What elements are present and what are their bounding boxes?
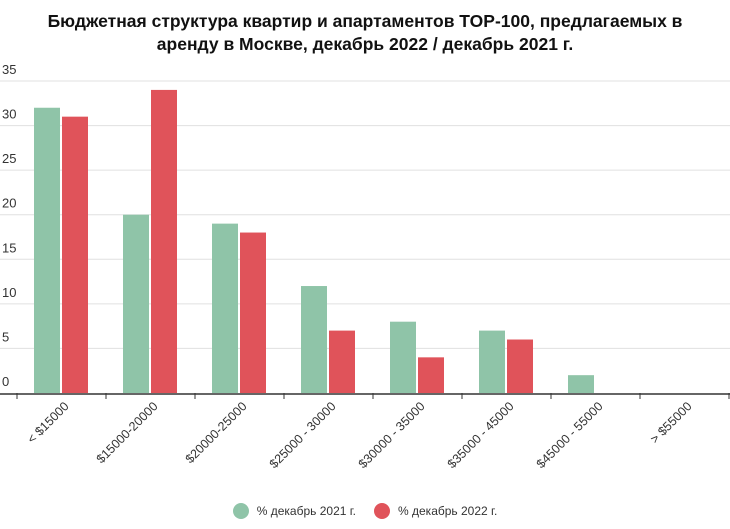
x-tick-label: $35000 - 45000 bbox=[445, 399, 517, 471]
bar-2021 bbox=[34, 107, 60, 393]
bar-2021 bbox=[301, 286, 327, 393]
bar-2022 bbox=[418, 357, 444, 393]
legend-label: % декабрь 2021 г. bbox=[256, 504, 356, 518]
y-tick-label: 15 bbox=[2, 240, 16, 255]
y-tick-label: 25 bbox=[2, 151, 16, 166]
bar-2022 bbox=[329, 330, 355, 393]
x-tick-label: $30000 - 35000 bbox=[356, 399, 428, 471]
legend-item-2021[interactable]: % декабрь 2021 г. bbox=[232, 503, 356, 519]
legend-label: % декабрь 2022 г. bbox=[398, 504, 498, 518]
bar-2022 bbox=[151, 89, 177, 394]
bar-2022 bbox=[507, 339, 533, 393]
y-tick-label: 35 bbox=[2, 62, 16, 77]
plot-area: 0 5 10 15 20 25 30 35 < $15000 $15000-20000 $20000… bbox=[0, 62, 730, 471]
x-tick-label: > $55000 bbox=[648, 399, 695, 446]
bar-2021 bbox=[390, 321, 416, 393]
x-tick-label: $45000 - 55000 bbox=[534, 399, 606, 471]
x-tick-label: $15000-20000 bbox=[94, 399, 161, 466]
legend-marker-icon bbox=[232, 503, 249, 519]
legend-marker-icon bbox=[374, 503, 390, 519]
bar-2021 bbox=[123, 214, 149, 393]
y-tick-label: 20 bbox=[2, 196, 16, 211]
chart-title: Бюджетная структура квартир и апартамент… bbox=[0, 10, 730, 56]
title-line-2: аренду в Москве, декабрь 2022 / декабрь … bbox=[156, 34, 574, 54]
y-tick-label: 5 bbox=[2, 329, 9, 344]
bar-2021 bbox=[568, 375, 594, 393]
y-tick-label: 30 bbox=[2, 107, 16, 122]
title-line-1: Бюджетная структура квартир и апартамент… bbox=[47, 11, 683, 31]
y-tick-label: 10 bbox=[2, 285, 16, 300]
legend: % декабрь 2021 г. % декабрь 2022 г. bbox=[0, 503, 730, 519]
x-tick-label: < $15000 bbox=[25, 399, 72, 446]
y-tick-label: 0 bbox=[2, 374, 9, 389]
bar-2021 bbox=[212, 223, 238, 393]
bar-2021 bbox=[479, 330, 505, 393]
x-tick-label: $25000 - 30000 bbox=[267, 399, 339, 471]
x-tick-label: $20000-25000 bbox=[183, 399, 250, 466]
bar-2022 bbox=[240, 232, 266, 393]
bar-2022 bbox=[62, 116, 88, 394]
legend-item-2022[interactable]: % декабрь 2022 г. bbox=[374, 503, 497, 519]
